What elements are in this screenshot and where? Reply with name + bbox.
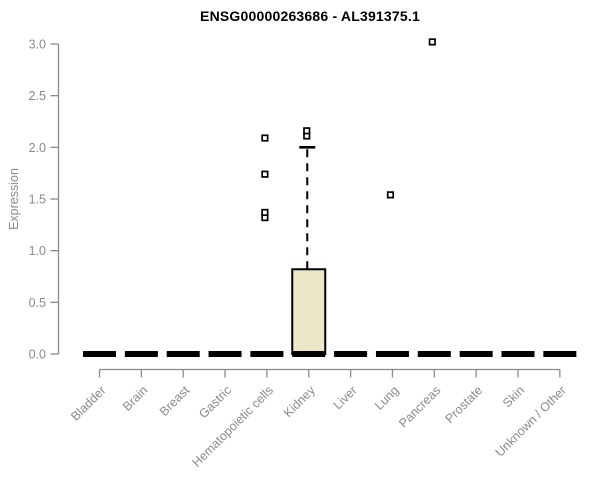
x-category-label-breast: Breast <box>157 383 193 419</box>
y-tick-label: 2.5 <box>29 89 46 103</box>
median-line <box>417 351 451 357</box>
x-category-label-skin: Skin <box>500 383 527 410</box>
x-category-label-hematopoietic-cells: Hematopoietic cells <box>189 383 276 470</box>
y-tick-label: 0.0 <box>29 348 46 362</box>
outlier-point <box>261 134 269 142</box>
outlier-point <box>261 170 269 178</box>
y-tick-label: 1.0 <box>29 244 46 258</box>
y-tick-label: 2.0 <box>29 141 46 155</box>
y-tick-label: 0.5 <box>29 296 46 310</box>
boxplot-prostate <box>459 351 493 357</box>
median-line <box>543 351 577 357</box>
x-category-label-lung: Lung <box>372 383 402 413</box>
boxplot-gastric <box>208 351 242 357</box>
median-line <box>208 351 242 357</box>
x-category-label-prostate: Prostate <box>442 383 485 426</box>
outlier-point <box>428 38 436 46</box>
boxplot-hematopoietic-cells <box>250 134 284 357</box>
x-category-label-unknown-other: Unknown / Other <box>493 383 569 459</box>
boxplot-kidney <box>291 127 327 357</box>
chart-title: ENSG00000263686 - AL391375.1 <box>200 8 420 24</box>
outlier-point <box>261 208 269 217</box>
x-category-label-brain: Brain <box>120 383 151 414</box>
outlier-point <box>303 127 311 135</box>
y-tick-label: 1.5 <box>29 193 46 207</box>
box-iqr <box>291 268 327 355</box>
y-tick-label: 3.0 <box>29 38 46 52</box>
x-category-label-kidney: Kidney <box>281 383 318 420</box>
boxplot-bladder <box>83 351 116 357</box>
y-axis: 0.0 0.5 1.0 1.5 2.0 2.5 3.0 <box>29 38 60 362</box>
x-category-label-liver: Liver <box>331 383 360 412</box>
median-line <box>166 351 200 357</box>
boxplot-pancreas <box>417 38 451 357</box>
boxplot-unknown-other <box>543 351 577 357</box>
boxplot-skin <box>501 351 535 357</box>
median-line <box>375 351 409 357</box>
median-line <box>83 351 116 357</box>
boxplot-brain <box>124 351 158 357</box>
boxplot-liver <box>334 351 368 357</box>
median-line <box>334 351 368 357</box>
x-category-label-bladder: Bladder <box>68 383 108 423</box>
outlier-point <box>386 191 395 199</box>
median-line <box>124 351 158 357</box>
median-line <box>459 351 493 357</box>
median-line <box>501 351 535 357</box>
x-category-label-gastric: Gastric <box>196 383 234 421</box>
boxplot-lung <box>375 191 409 357</box>
x-category-label-pancreas: Pancreas <box>396 383 443 430</box>
median-line <box>292 351 326 357</box>
median-line <box>250 351 284 357</box>
boxplot-breast <box>166 351 200 357</box>
